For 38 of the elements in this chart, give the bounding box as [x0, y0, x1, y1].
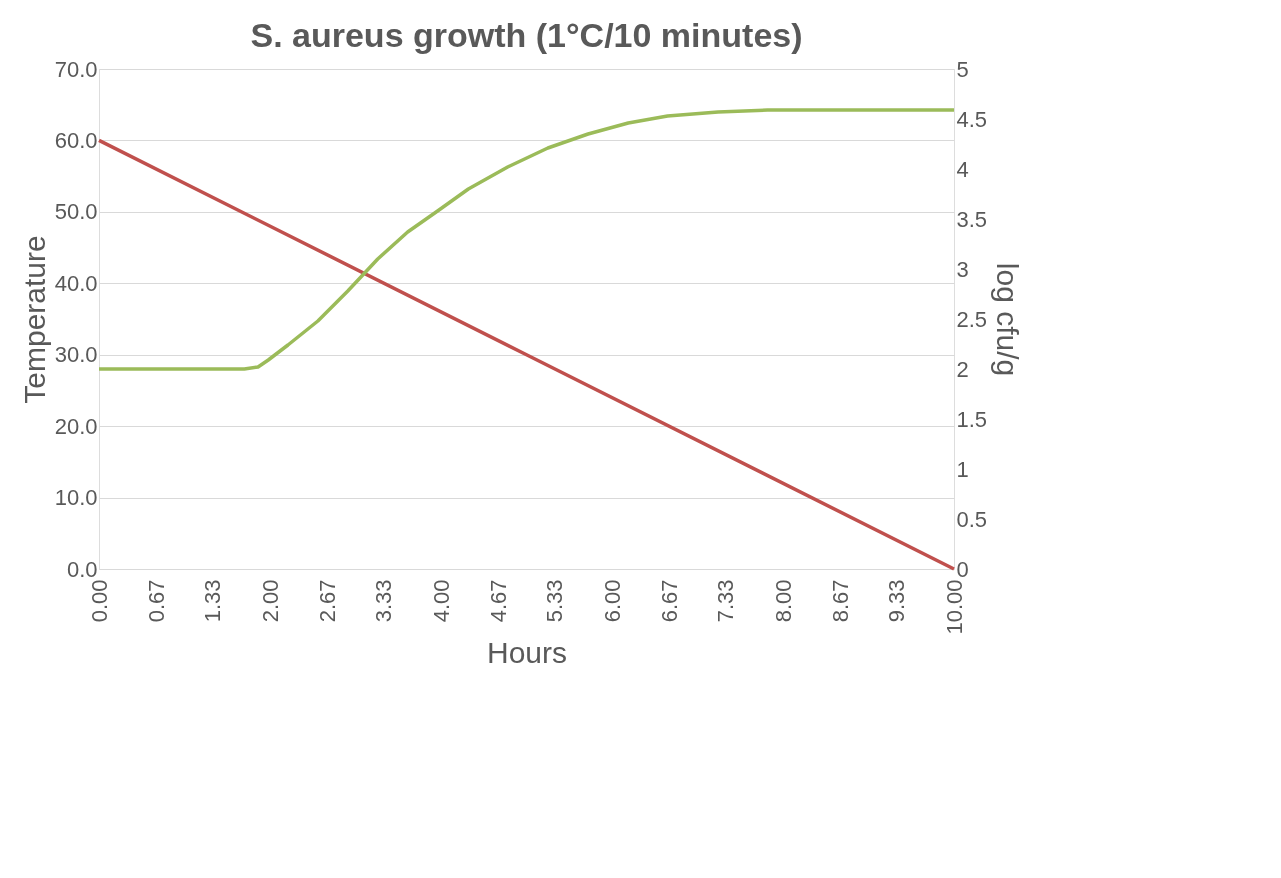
y-axis-title: Temperature — [17, 235, 51, 404]
y2-tick-label: 0.5 — [956, 506, 988, 532]
x-axis-title: Hours — [486, 635, 568, 669]
y2-tick-label: 3 — [956, 256, 969, 282]
x-tick-label: 6.67 — [656, 579, 682, 623]
y2-tick-label: 2 — [956, 356, 969, 382]
x-tick-label: 1.33 — [200, 579, 226, 623]
x-tick-label: 0.67 — [143, 579, 169, 623]
x-tick-label: 10.00 — [941, 579, 967, 635]
x-tick-label: 4.00 — [428, 579, 454, 623]
y2-tick-label: 4 — [956, 156, 969, 182]
x-tick-label: 8.00 — [770, 579, 796, 623]
x-tick-label: 2.67 — [314, 579, 340, 623]
y-tick-label: 40.0 — [54, 270, 98, 296]
y2-axis-title: log cfu/g — [991, 262, 1025, 377]
y-tick-label: 70.0 — [54, 56, 98, 82]
y2-tick-label: 1 — [956, 456, 969, 482]
x-tick-label: 8.67 — [827, 579, 853, 623]
y-tick-label: 20.0 — [54, 413, 98, 439]
y-tick-label: 30.0 — [54, 342, 98, 368]
x-tick-label: 2.00 — [257, 579, 283, 623]
y2-tick-label: 2.5 — [956, 306, 988, 332]
x-tick-label: 7.33 — [713, 579, 739, 623]
x-tick-label: 0.00 — [86, 579, 112, 623]
y2-tick-label: 4.5 — [956, 106, 988, 132]
y-tick-label: 50.0 — [54, 199, 98, 225]
x-tick-label: 9.33 — [884, 579, 910, 623]
y2-tick-label: 1.5 — [956, 406, 988, 432]
y-tick-label: 10.0 — [54, 485, 98, 511]
y-tick-label: 60.0 — [54, 127, 98, 153]
x-tick-label: 4.67 — [485, 579, 511, 623]
x-tick-label: 6.00 — [599, 579, 625, 623]
x-tick-label: 5.33 — [542, 579, 568, 623]
x-tick-label: 3.33 — [371, 579, 397, 623]
chart-title: S. aureus growth (1°C/10 minutes) — [250, 16, 803, 54]
y2-tick-label: 3.5 — [956, 206, 988, 232]
y2-tick-label: 5 — [956, 56, 969, 82]
line-series — [97, 108, 956, 371]
